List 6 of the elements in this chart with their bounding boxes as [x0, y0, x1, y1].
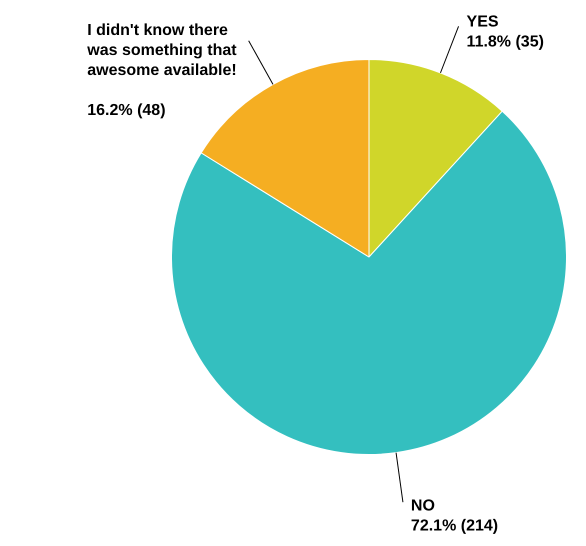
- data-label: 72.1% (214): [410, 518, 498, 535]
- slice-label: NO: [410, 498, 435, 515]
- data-label: 16.2% (48): [87, 102, 166, 120]
- slice-label: YES: [466, 14, 499, 31]
- slice-label: I didn't know there was something that awesome available!: [86, 22, 238, 80]
- data-label: 11.8% (35): [466, 34, 544, 51]
